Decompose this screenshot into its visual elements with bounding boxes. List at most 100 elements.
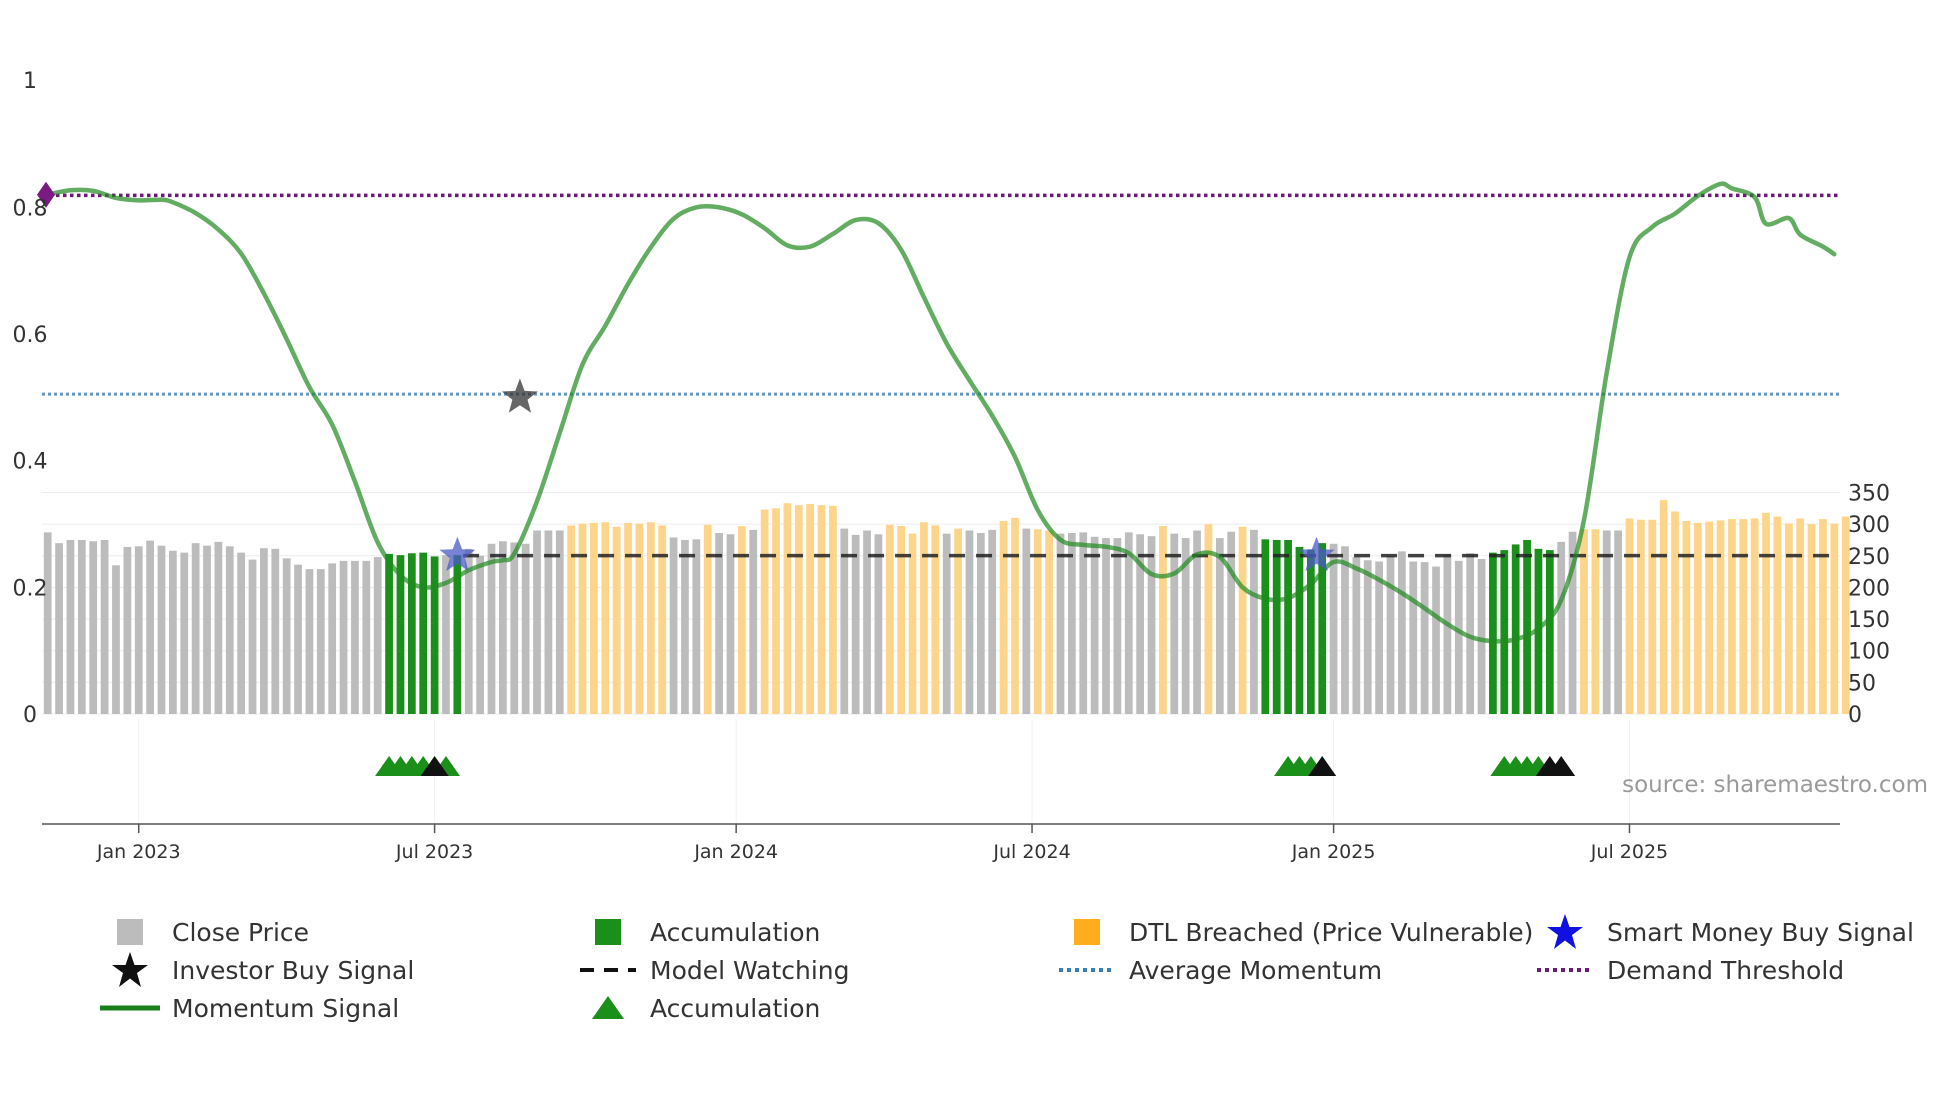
right-axis-tick-label: 200 — [1848, 576, 1890, 601]
smart-money-buy-star — [1298, 536, 1335, 571]
close-price-bar — [112, 565, 120, 714]
momentum-signal-line — [45, 181, 1837, 644]
dtl-breached-bar — [590, 522, 598, 714]
smart-money-star-icon — [1535, 914, 1595, 949]
dtl-breached-bar — [1238, 526, 1247, 714]
close-price-bar — [203, 545, 211, 714]
x-axis-date-label: Jul 2024 — [992, 841, 1070, 863]
close-price-bar — [339, 560, 348, 714]
dtl-breached-bar — [1716, 520, 1725, 714]
close-price-bar — [373, 557, 382, 714]
close-price-bar — [1079, 532, 1088, 714]
dtl-breached-bar — [1773, 516, 1782, 714]
dtl-breached-bar — [817, 505, 826, 714]
left-axis-tick-label: 0 — [23, 703, 37, 728]
x-axis-date-label: Jan 2023 — [96, 841, 181, 863]
accumulation-bar — [1523, 539, 1531, 714]
dtl-breached-bar — [760, 509, 769, 714]
dtl-breached-bar — [1784, 523, 1793, 714]
dtl-breached-bar — [1693, 522, 1702, 714]
legend-label: Average Momentum — [1129, 955, 1383, 985]
close-price-bar — [362, 560, 371, 714]
close-price-bar — [271, 548, 280, 714]
right-axis-tick-label: 250 — [1848, 545, 1890, 570]
close-price-bar — [669, 537, 678, 714]
dtl-breached-bar — [1796, 518, 1805, 714]
investor-buy-triangle-marker — [1547, 756, 1576, 776]
close-price-bar — [1363, 560, 1372, 714]
close-price-bar — [1409, 561, 1418, 714]
close-price-bar — [43, 532, 52, 714]
close-price-bar — [555, 530, 564, 714]
dtl-breached-bar — [897, 526, 906, 714]
dtl-breached-bar — [920, 522, 928, 714]
close-price-bar — [55, 543, 63, 714]
reference-lines — [42, 181, 1840, 644]
accumulation-bar — [396, 555, 405, 714]
dtl-breached-bar — [1204, 524, 1213, 714]
dtl-breached-bar — [1750, 518, 1759, 714]
close-price-bar — [976, 533, 985, 714]
close-price-bar — [692, 539, 701, 714]
close-price-bar — [1420, 562, 1429, 714]
close-price-bar — [1170, 533, 1179, 714]
legend-item-investor-buy: Investor Buy Signal — [100, 952, 414, 987]
legend-item-accumulation: Accumulation — [578, 915, 820, 949]
close-price-bar — [1386, 555, 1395, 714]
close-price-bar — [499, 541, 507, 714]
dtl-breached-bar — [794, 505, 803, 714]
legend-swatch-close-price — [100, 915, 160, 949]
accumulation-bar — [1306, 549, 1315, 714]
dtl-breached-bar — [1033, 529, 1042, 714]
solid-line-icon — [100, 991, 160, 1025]
close-price-bar — [1181, 538, 1190, 714]
accumulation-bar — [1284, 539, 1292, 714]
close-price-bar — [442, 555, 450, 714]
close-price-bar — [248, 559, 257, 714]
close-price-bar — [1398, 551, 1406, 714]
dtl-breached-bar — [806, 503, 815, 714]
close-price-bar — [316, 569, 325, 714]
legend-item-demand-threshold: Demand Threshold — [1535, 953, 1844, 987]
close-price-bar — [1124, 532, 1133, 714]
close-price-bar — [157, 545, 166, 714]
dtl-breached-bar — [601, 522, 610, 714]
close-price-bar — [89, 541, 98, 714]
dtl-breached-bar — [703, 524, 712, 714]
right-axis-tick-label: 50 — [1848, 671, 1876, 696]
left-axis-tick-label: 0.2 — [13, 576, 48, 601]
dtl-breached-bar — [999, 520, 1008, 714]
right-axis-tick-label: 350 — [1848, 482, 1890, 507]
dtl-breached-bar — [1671, 511, 1679, 714]
close-price-bar — [476, 555, 484, 714]
dotted-line-icon — [1535, 953, 1595, 987]
close-price-bar — [1215, 538, 1224, 714]
dtl-breached-bar — [954, 528, 962, 714]
close-price-bar — [1443, 554, 1452, 714]
close-price-bar — [1477, 558, 1486, 714]
right-axis-tick-label: 150 — [1848, 608, 1890, 633]
x-axis-date-label: Jan 2024 — [693, 841, 778, 863]
dtl-breached-bar — [658, 525, 667, 714]
x-axis-date-label: Jul 2025 — [1590, 841, 1668, 863]
dtl-breached-bar — [1830, 523, 1839, 714]
dtl-breached-bar — [885, 524, 894, 714]
legend-item-model-watching: Model Watching — [578, 953, 850, 987]
left-axis-tick-label: 0.8 — [13, 196, 48, 221]
dtl-breached-bar — [737, 526, 746, 714]
accumulation-bar — [1272, 539, 1281, 714]
close-price-bar — [533, 530, 541, 714]
legend-label: Accumulation — [650, 993, 821, 1023]
right-axis-tick-label: 300 — [1848, 513, 1890, 538]
dtl-breached-bar — [1045, 530, 1053, 714]
dtl-breached-bar — [772, 508, 780, 714]
close-price-bar — [1568, 531, 1577, 714]
triangle-icon — [578, 991, 638, 1025]
right-axis-tick-label: 100 — [1848, 640, 1890, 665]
close-price-bar — [863, 530, 871, 714]
close-price-bar — [1352, 557, 1361, 714]
close-price-bar — [100, 539, 109, 714]
close-price-bar — [225, 546, 234, 714]
legend-item-dtl-breached: DTL Breached (Price Vulnerable) — [1057, 915, 1533, 949]
